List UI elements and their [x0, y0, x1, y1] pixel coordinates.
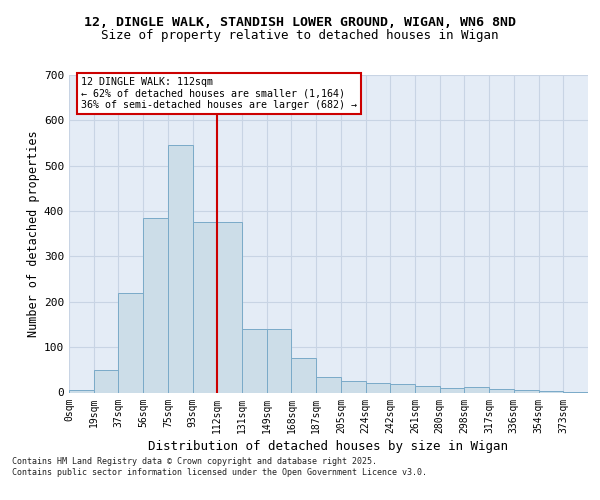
Bar — [464, 387, 489, 392]
Text: Contains HM Land Registry data © Crown copyright and database right 2025.
Contai: Contains HM Land Registry data © Crown c… — [12, 458, 427, 477]
Bar — [267, 329, 292, 392]
Bar — [143, 218, 168, 392]
Bar — [341, 381, 365, 392]
Bar — [365, 384, 390, 392]
Bar — [440, 388, 464, 392]
Bar — [118, 292, 143, 392]
Y-axis label: Number of detached properties: Number of detached properties — [27, 130, 40, 337]
Bar — [242, 329, 267, 392]
Bar — [69, 390, 94, 392]
Bar — [217, 222, 242, 392]
Bar — [94, 370, 118, 392]
Bar — [514, 390, 539, 392]
Bar — [292, 358, 316, 392]
Bar — [316, 376, 341, 392]
Bar — [539, 391, 563, 392]
X-axis label: Distribution of detached houses by size in Wigan: Distribution of detached houses by size … — [149, 440, 509, 452]
Text: Size of property relative to detached houses in Wigan: Size of property relative to detached ho… — [101, 29, 499, 42]
Text: 12, DINGLE WALK, STANDISH LOWER GROUND, WIGAN, WN6 8ND: 12, DINGLE WALK, STANDISH LOWER GROUND, … — [84, 16, 516, 29]
Bar — [415, 386, 440, 392]
Bar — [168, 146, 193, 392]
Bar — [193, 222, 217, 392]
Bar — [390, 384, 415, 392]
Bar — [489, 389, 514, 392]
Text: 12 DINGLE WALK: 112sqm
← 62% of detached houses are smaller (1,164)
36% of semi-: 12 DINGLE WALK: 112sqm ← 62% of detached… — [82, 78, 358, 110]
